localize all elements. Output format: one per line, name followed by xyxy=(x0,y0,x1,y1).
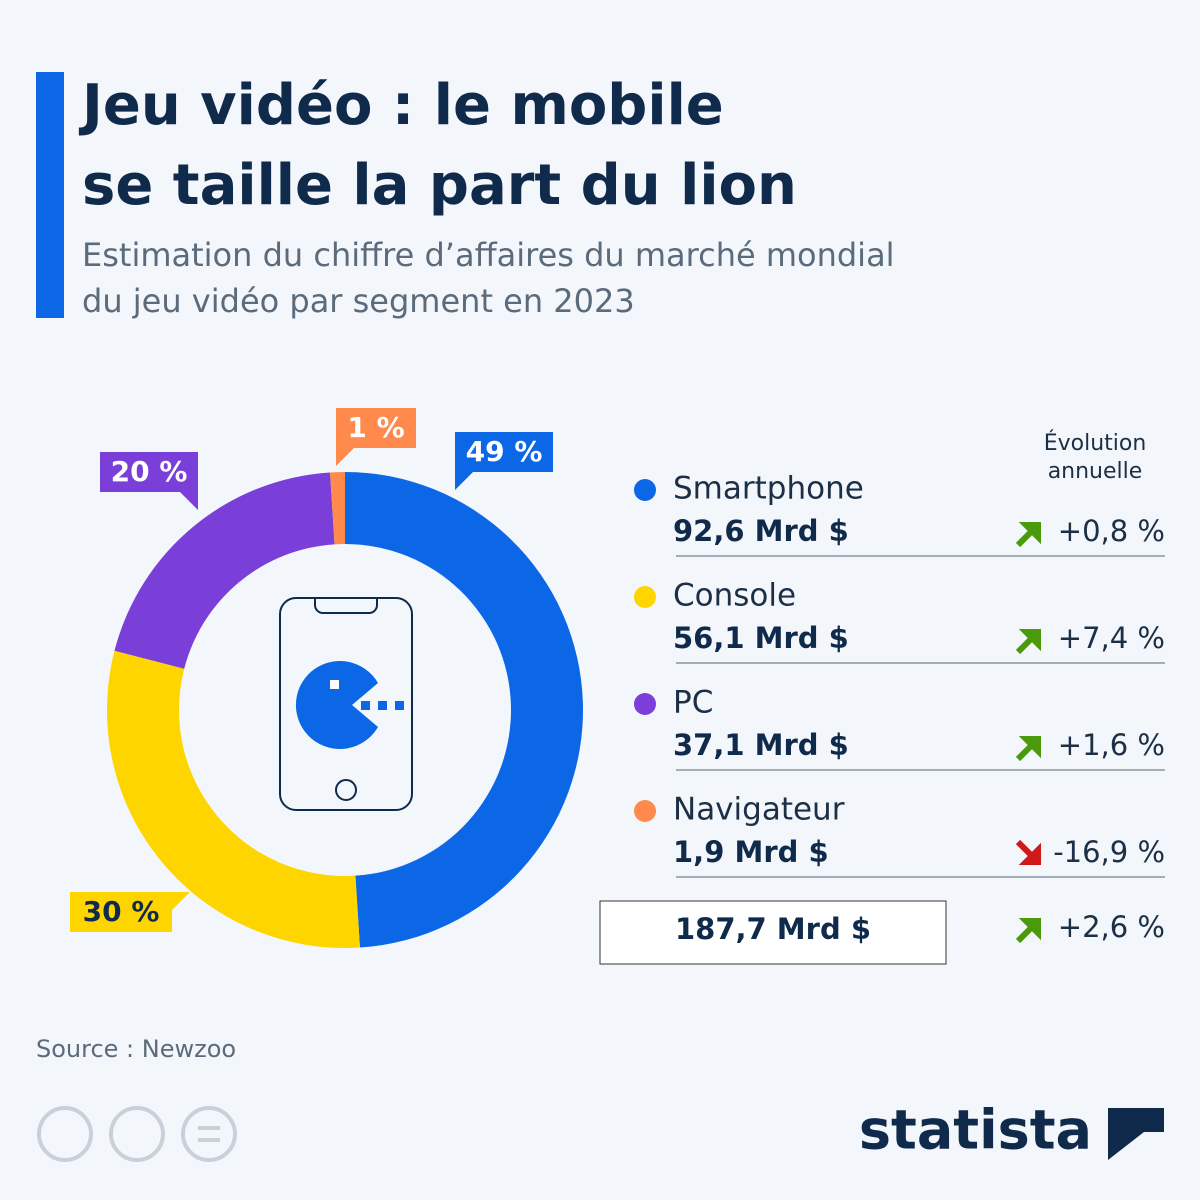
phone-icon xyxy=(279,597,413,811)
arrow-up xyxy=(1015,918,1041,944)
callout-label: 30 % xyxy=(83,895,160,928)
title-line: Jeu vidéo : le mobile xyxy=(82,73,724,138)
donut-segment xyxy=(114,472,335,669)
cc-icons xyxy=(37,1106,237,1162)
accent-bar xyxy=(36,72,64,318)
total-revenue: 187,7 Mrd $ xyxy=(675,912,871,946)
legend-name: Console xyxy=(673,578,796,614)
callout-box xyxy=(100,452,198,492)
subtitle-line: Estimation du chiffre d’affaires du marc… xyxy=(82,236,895,274)
revenue: 56,1 Mrd $ xyxy=(673,621,849,655)
callout-box xyxy=(336,408,416,448)
change: +0,8 % xyxy=(1058,514,1165,548)
callout-label: 1 % xyxy=(347,411,404,444)
callout: 1 % xyxy=(336,408,416,466)
callout-box xyxy=(455,432,553,472)
callout-box xyxy=(70,892,172,932)
callout: 49 % xyxy=(455,432,553,490)
legend-dot xyxy=(634,586,656,608)
table-header: Évolution annuelle xyxy=(1043,431,1147,484)
callout-label: 49 % xyxy=(466,435,543,468)
total-box xyxy=(599,900,947,965)
brand-logo xyxy=(1108,1108,1164,1160)
arrow-up xyxy=(1015,522,1041,548)
change: +1,6 % xyxy=(1058,728,1165,762)
arrow-up xyxy=(1015,736,1041,762)
title: Jeu vidéo : le mobile se taille la part … xyxy=(82,66,797,226)
callout: 20 % xyxy=(100,452,198,510)
subtitle-line: du jeu vidéo par segment en 2023 xyxy=(82,282,635,320)
source: Source : Newzoo xyxy=(36,1035,237,1063)
callout: 30 % xyxy=(70,892,190,932)
legend-name: Smartphone xyxy=(673,471,864,507)
arrow-up xyxy=(1015,629,1041,655)
revenue: 92,6 Mrd $ xyxy=(673,514,849,548)
donut-segment xyxy=(330,472,345,545)
legend-dot xyxy=(634,479,656,501)
legend-dot xyxy=(634,800,656,822)
legend-name: PC xyxy=(673,685,713,721)
donut-segment xyxy=(106,650,360,948)
brand: statista xyxy=(859,1099,1092,1162)
callout-label: 20 % xyxy=(111,455,188,488)
revenue: 1,9 Mrd $ xyxy=(673,835,829,869)
revenue: 37,1 Mrd $ xyxy=(673,728,849,762)
change: +7,4 % xyxy=(1058,621,1165,655)
legend-name: Navigateur xyxy=(673,792,845,828)
title-line: se taille la part du lion xyxy=(82,153,797,218)
change: -16,9 % xyxy=(1053,835,1165,869)
subtitle: Estimation du chiffre d’affaires du marc… xyxy=(82,232,895,324)
callout-tail xyxy=(336,448,354,466)
callout-tail xyxy=(180,492,198,510)
total-change: +2,6 % xyxy=(1058,910,1165,944)
legend-dot xyxy=(634,693,656,715)
callout-tail xyxy=(455,472,473,490)
callout-tail xyxy=(172,892,190,910)
arrow-down xyxy=(1015,839,1041,865)
donut-segment xyxy=(345,472,583,948)
